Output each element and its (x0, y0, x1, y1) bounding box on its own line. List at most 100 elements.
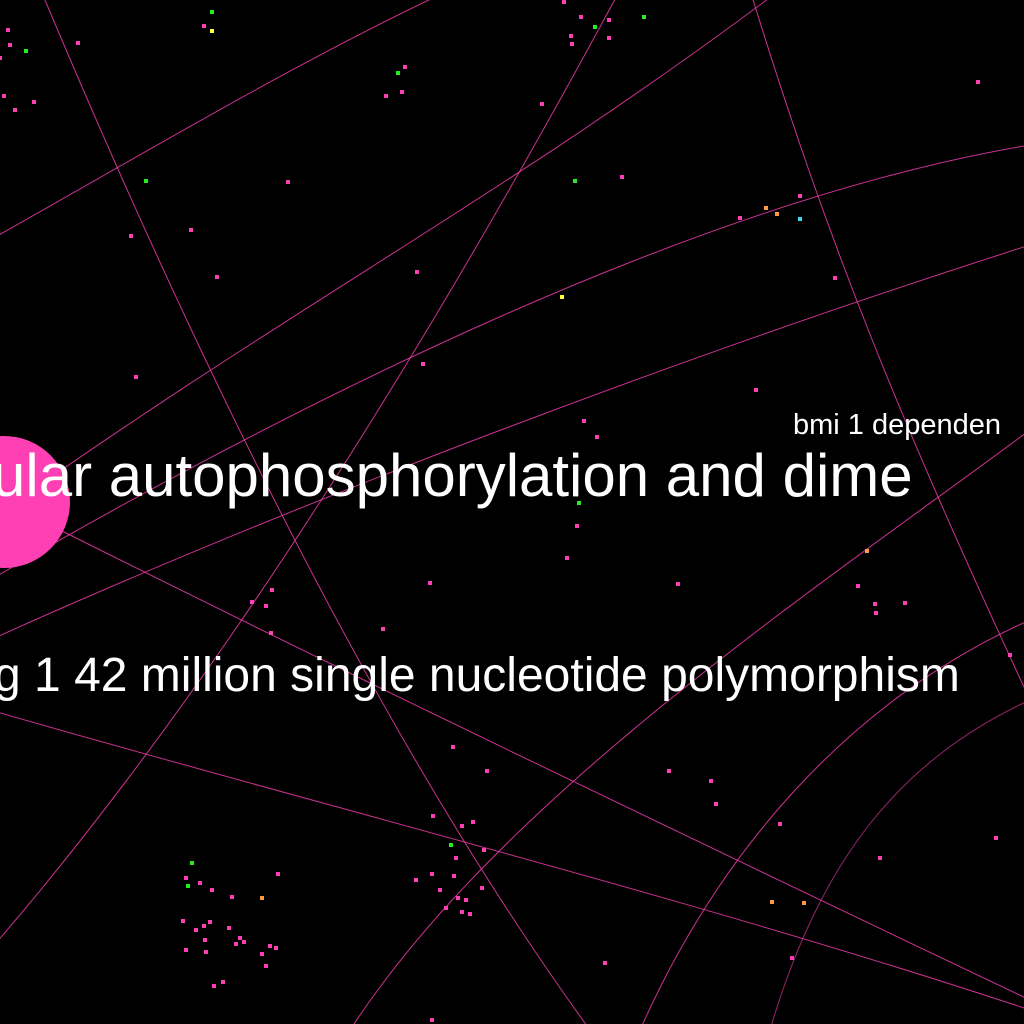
network-node[interactable] (190, 861, 194, 865)
network-node[interactable] (184, 876, 188, 880)
network-node[interactable] (874, 611, 878, 615)
network-node[interactable] (210, 888, 214, 892)
network-node[interactable] (485, 769, 489, 773)
network-node[interactable] (430, 872, 434, 876)
network-node[interactable] (210, 29, 214, 33)
network-node[interactable] (460, 910, 464, 914)
network-node[interactable] (270, 588, 274, 592)
network-node[interactable] (593, 25, 597, 29)
network-node[interactable] (709, 779, 713, 783)
network-node[interactable] (215, 275, 219, 279)
network-node[interactable] (565, 556, 569, 560)
network-node[interactable] (798, 194, 802, 198)
network-node[interactable] (482, 848, 486, 852)
network-node[interactable] (595, 435, 599, 439)
network-node[interactable] (264, 964, 268, 968)
network-node[interactable] (260, 896, 264, 900)
network-node[interactable] (775, 212, 779, 216)
network-node[interactable] (414, 878, 418, 882)
network-node[interactable] (400, 90, 404, 94)
network-node[interactable] (738, 216, 742, 220)
network-node[interactable] (198, 881, 202, 885)
network-node[interactable] (667, 769, 671, 773)
network-node[interactable] (186, 884, 190, 888)
network-node[interactable] (204, 950, 208, 954)
network-node[interactable] (403, 65, 407, 69)
network-node[interactable] (468, 912, 472, 916)
network-node[interactable] (856, 584, 860, 588)
network-node[interactable] (421, 362, 425, 366)
network-node[interactable] (438, 888, 442, 892)
network-node[interactable] (464, 898, 468, 902)
network-node[interactable] (202, 924, 206, 928)
network-node[interactable] (144, 179, 148, 183)
hub-node[interactable] (0, 436, 70, 568)
network-node[interactable] (770, 900, 774, 904)
network-node[interactable] (129, 234, 133, 238)
network-node[interactable] (269, 631, 273, 635)
network-node[interactable] (227, 926, 231, 930)
network-node[interactable] (452, 874, 456, 878)
network-node[interactable] (189, 228, 193, 232)
network-node[interactable] (865, 549, 869, 553)
network-node[interactable] (184, 948, 188, 952)
network-node[interactable] (560, 295, 564, 299)
network-node[interactable] (471, 820, 475, 824)
network-node[interactable] (8, 43, 12, 47)
network-node[interactable] (384, 94, 388, 98)
network-node[interactable] (76, 41, 80, 45)
network-node[interactable] (415, 270, 419, 274)
network-node[interactable] (562, 0, 566, 4)
network-node[interactable] (994, 836, 998, 840)
network-node[interactable] (569, 34, 573, 38)
network-node[interactable] (577, 501, 581, 505)
network-node[interactable] (0, 56, 2, 60)
network-node[interactable] (570, 42, 574, 46)
network-node[interactable] (579, 15, 583, 19)
network-node[interactable] (428, 581, 432, 585)
network-node[interactable] (202, 24, 206, 28)
network-node[interactable] (203, 938, 207, 942)
network-node[interactable] (620, 175, 624, 179)
network-node[interactable] (396, 71, 400, 75)
network-node[interactable] (878, 856, 882, 860)
network-node[interactable] (242, 940, 246, 944)
network-node[interactable] (276, 872, 280, 876)
network-node[interactable] (234, 942, 238, 946)
network-node[interactable] (210, 10, 214, 14)
network-node[interactable] (460, 824, 464, 828)
network-node[interactable] (264, 604, 268, 608)
network-node[interactable] (13, 108, 17, 112)
network-node[interactable] (454, 856, 458, 860)
network-node[interactable] (430, 1018, 434, 1022)
network-node[interactable] (976, 80, 980, 84)
network-node[interactable] (833, 276, 837, 280)
network-node[interactable] (134, 375, 138, 379)
network-node[interactable] (790, 956, 794, 960)
network-node[interactable] (449, 843, 453, 847)
network-node[interactable] (250, 600, 254, 604)
network-node[interactable] (480, 886, 484, 890)
network-node[interactable] (778, 822, 782, 826)
network-node[interactable] (603, 961, 607, 965)
network-node[interactable] (230, 895, 234, 899)
network-node[interactable] (451, 745, 455, 749)
network-node[interactable] (798, 217, 802, 221)
network-node[interactable] (260, 952, 264, 956)
network-node[interactable] (642, 15, 646, 19)
network-node[interactable] (32, 100, 36, 104)
network-node[interactable] (540, 102, 544, 106)
network-node[interactable] (456, 896, 460, 900)
network-node[interactable] (274, 946, 278, 950)
network-node[interactable] (238, 936, 242, 940)
network-node[interactable] (764, 206, 768, 210)
network-node[interactable] (221, 980, 225, 984)
network-node[interactable] (431, 814, 435, 818)
network-node[interactable] (181, 919, 185, 923)
network-node[interactable] (754, 388, 758, 392)
network-node[interactable] (444, 906, 448, 910)
network-node[interactable] (607, 36, 611, 40)
network-node[interactable] (286, 180, 290, 184)
network-node[interactable] (676, 582, 680, 586)
network-node[interactable] (24, 49, 28, 53)
